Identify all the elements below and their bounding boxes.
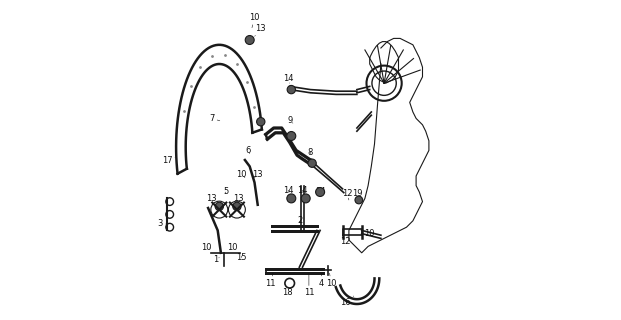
Circle shape: [315, 188, 325, 196]
Text: 6: 6: [245, 146, 251, 155]
Text: 14: 14: [283, 74, 293, 83]
Circle shape: [308, 159, 316, 167]
Circle shape: [301, 194, 310, 203]
Circle shape: [287, 85, 296, 94]
Text: 13: 13: [252, 170, 263, 179]
Circle shape: [233, 202, 241, 211]
Circle shape: [287, 194, 296, 203]
Text: 16: 16: [340, 296, 354, 307]
Text: 13: 13: [233, 194, 244, 203]
Circle shape: [256, 117, 265, 126]
Text: 17: 17: [161, 156, 175, 164]
Circle shape: [355, 196, 363, 204]
Text: 7: 7: [209, 114, 220, 123]
Text: 8: 8: [308, 148, 313, 156]
Text: 14: 14: [297, 186, 308, 195]
Text: 14: 14: [315, 188, 325, 196]
Text: 12: 12: [342, 189, 353, 200]
Circle shape: [215, 202, 224, 211]
Text: 10: 10: [249, 13, 260, 28]
Text: 10: 10: [326, 273, 337, 288]
Text: 5: 5: [223, 188, 229, 196]
Circle shape: [287, 132, 296, 140]
Text: 15: 15: [237, 253, 247, 262]
Circle shape: [245, 36, 254, 44]
Text: 11: 11: [265, 273, 276, 288]
Text: 13: 13: [255, 24, 266, 36]
Text: 2: 2: [297, 216, 303, 225]
Text: 10: 10: [201, 244, 212, 252]
Text: 12: 12: [340, 237, 351, 246]
Text: 19: 19: [351, 189, 362, 198]
Text: 10: 10: [227, 244, 237, 252]
Text: 14: 14: [283, 186, 293, 195]
Text: 18: 18: [282, 288, 292, 297]
Text: 10: 10: [365, 229, 375, 238]
Text: 13: 13: [206, 194, 218, 203]
Text: 4: 4: [319, 273, 324, 288]
Text: 3: 3: [158, 220, 166, 228]
Text: 1: 1: [214, 255, 219, 264]
Text: 11: 11: [304, 273, 314, 297]
Text: 9: 9: [287, 116, 293, 124]
Text: 10: 10: [237, 170, 247, 179]
